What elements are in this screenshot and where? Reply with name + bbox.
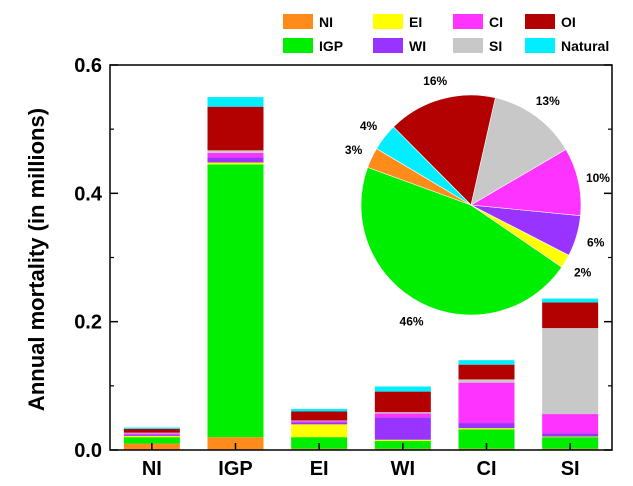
y-axis-label: Annual mortality (in millions)	[24, 108, 49, 411]
bar-si-si	[542, 328, 599, 415]
legend-label-oi: OI	[561, 14, 576, 30]
bar-ei-si	[291, 420, 348, 422]
legend-swatch-igp	[283, 38, 313, 53]
bar-igp-natural	[207, 97, 264, 107]
legend-swatch-ci	[453, 14, 483, 29]
pie-label-wi: 6%	[587, 236, 605, 250]
bar-ni-wi	[123, 434, 180, 436]
x-tick-label: NI	[142, 458, 162, 480]
legend-swatch-ei	[373, 14, 403, 29]
bar-ni-oi	[123, 428, 180, 433]
y-tick-label: 0.4	[74, 183, 103, 205]
x-tick-label: CI	[477, 458, 497, 480]
bar-si-oi	[542, 302, 599, 329]
bar-si-ci	[542, 414, 599, 434]
bar-ni-ci	[123, 433, 180, 435]
bar-ei-ci	[291, 421, 348, 423]
legend-label-ci: CI	[489, 14, 503, 30]
bar-ci-ci	[458, 382, 515, 424]
y-tick-label: 0.2	[74, 312, 102, 334]
bar-si-igp	[542, 437, 599, 449]
legend-swatch-oi	[525, 14, 555, 29]
legend-swatch-wi	[373, 38, 403, 53]
bar-igp-ei	[207, 162, 264, 165]
legend-swatch-natural	[525, 38, 555, 53]
bar-wi-oi	[374, 391, 431, 413]
bar-igp-wi	[207, 157, 264, 163]
pie-label-natural: 4%	[360, 119, 378, 133]
legend-label-igp: IGP	[319, 38, 343, 54]
bar-ei-igp	[291, 437, 348, 449]
pie-slice-ni	[367, 148, 472, 206]
x-tick-label: SI	[561, 458, 580, 480]
bar-igp-oi	[207, 106, 264, 151]
bar-si-ei	[542, 436, 599, 438]
legend-swatch-ni	[283, 14, 313, 29]
bar-igp-si	[207, 150, 264, 153]
bar-wi-ei	[374, 439, 431, 442]
legend-label-natural: Natural	[561, 38, 609, 54]
bar-ci-wi	[458, 423, 515, 429]
bar-ci-natural	[458, 360, 515, 365]
pie-label-ei: 2%	[574, 266, 592, 280]
bar-si-wi	[542, 433, 599, 437]
bar-ei-natural	[291, 408, 348, 412]
bar-ci-oi	[458, 364, 515, 380]
x-tick-label: EI	[310, 458, 329, 480]
bar-wi-ci	[374, 413, 431, 418]
bar-ei-oi	[291, 411, 348, 421]
bar-ni-natural	[123, 427, 180, 429]
pie-chart: 46% 2% 6% 10% 13% 16% 4% 3%	[345, 74, 610, 329]
bar-ei-ei	[291, 424, 348, 438]
y-tick-label: 0.6	[74, 55, 102, 77]
pie-label-ci: 10%	[586, 171, 610, 185]
legend-label-ni: NI	[319, 14, 333, 30]
bar-ni-igp	[123, 437, 180, 444]
bar-ni-si	[123, 432, 180, 434]
pie-label-oi: 16%	[423, 74, 447, 88]
y-tick-label: 0.0	[74, 440, 102, 462]
bars-layer	[123, 97, 599, 450]
legend: NI EI CI OI IGP WI SI Natural	[283, 14, 609, 54]
bar-ei-wi	[291, 422, 348, 425]
x-tick-label: IGP	[218, 458, 252, 480]
pie-label-ni: 3%	[345, 143, 363, 157]
pie-label-si: 13%	[536, 94, 560, 108]
axes-layer: 0.0 0.2 0.4 0.6 NI IGP EI WI CI SI	[74, 55, 612, 480]
bar-wi-wi	[374, 417, 431, 440]
bar-ci-si	[458, 379, 515, 383]
legend-label-ei: EI	[409, 14, 422, 30]
bar-ci-igp	[458, 429, 515, 449]
x-tick-label: WI	[391, 458, 415, 480]
bar-igp-igp	[207, 164, 264, 438]
legend-label-wi: WI	[409, 38, 426, 54]
bar-wi-natural	[374, 386, 431, 392]
pie-slice-si	[470, 97, 567, 206]
bar-si-natural	[542, 298, 599, 303]
legend-swatch-si	[453, 38, 483, 53]
pie-slice-oi	[393, 94, 496, 206]
pie-label-igp: 46%	[400, 315, 424, 329]
pie-slice-igp	[360, 166, 563, 316]
bar-ci-ei	[458, 428, 515, 430]
bar-igp-ci	[207, 152, 264, 158]
legend-label-si: SI	[489, 38, 502, 54]
bar-wi-si	[374, 412, 431, 414]
bar-ni-ei	[123, 435, 180, 438]
